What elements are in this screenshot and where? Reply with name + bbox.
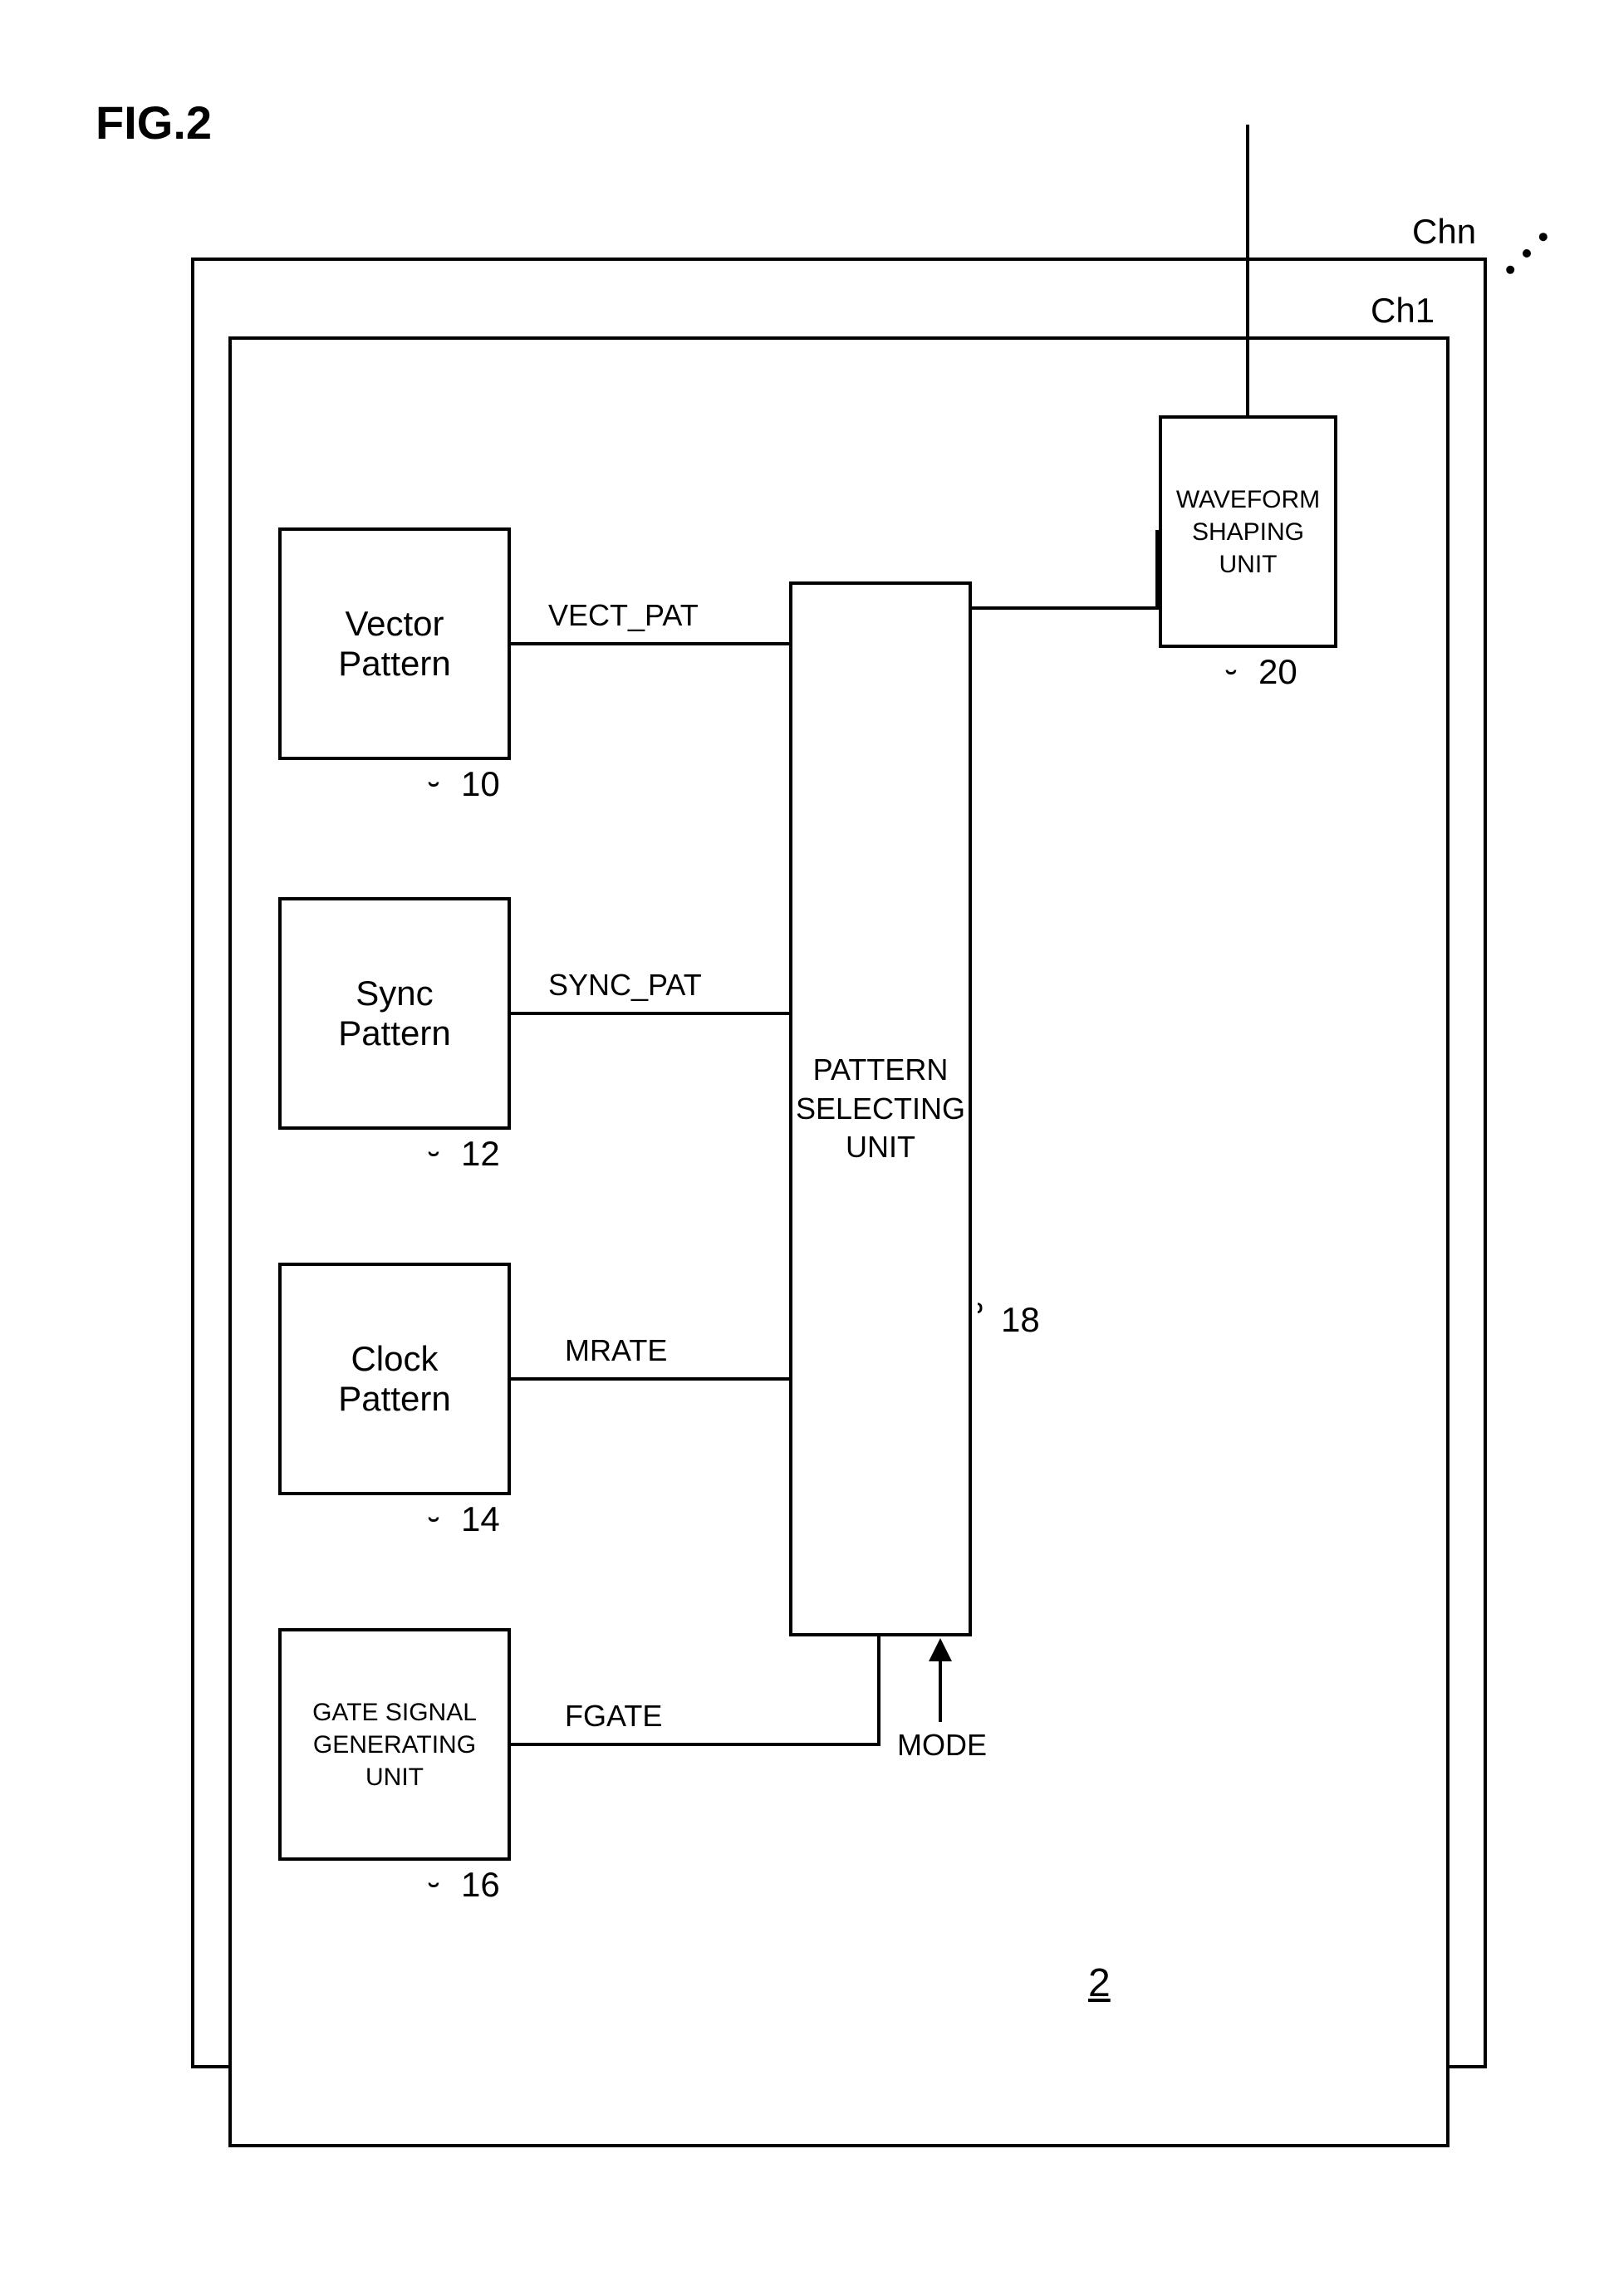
- system-ref: 2: [1088, 1960, 1111, 2006]
- vect-pat-line: [511, 642, 789, 645]
- mode-label: MODE: [897, 1728, 987, 1763]
- vector-pattern-block: Vector Pattern: [278, 527, 511, 760]
- mode-line: [939, 1660, 942, 1722]
- mrate-line: [511, 1377, 789, 1381]
- sync-pattern-ref: 12: [461, 1134, 500, 1174]
- sync-pattern-ref-tilde: ⏑: [428, 1134, 439, 1175]
- sync-pattern-block: Sync Pattern: [278, 897, 511, 1130]
- figure-title: FIG.2: [96, 96, 212, 150]
- sync-pat-label: SYNC_PAT: [548, 968, 702, 1003]
- ws-output-line: [1246, 125, 1249, 415]
- channel-outer-label: Chn: [1412, 212, 1476, 252]
- waveform-shaping-ref-tilde: ⏑: [1225, 652, 1237, 693]
- vector-pattern-label: Vector Pattern: [338, 604, 450, 684]
- pattern-selecting-ref-tilde: ⏑: [960, 1303, 1001, 1314]
- sync-pattern-label: Sync Pattern: [338, 974, 450, 1053]
- clock-pattern-ref: 14: [461, 1499, 500, 1539]
- gate-signal-ref-tilde: ⏑: [428, 1865, 439, 1906]
- vector-pattern-ref: 10: [461, 764, 500, 804]
- clock-pattern-block: Clock Pattern: [278, 1263, 511, 1495]
- waveform-shaping-block: WAVEFORM SHAPING UNIT: [1159, 415, 1337, 648]
- waveform-shaping-label: WAVEFORM SHAPING UNIT: [1176, 483, 1320, 581]
- ps-to-ws-line-v: [1155, 530, 1159, 610]
- fgate-line-h: [511, 1743, 880, 1746]
- pattern-selecting-ref: 18: [1001, 1300, 1040, 1340]
- gate-signal-block: GATE SIGNAL GENERATING UNIT: [278, 1628, 511, 1861]
- gate-signal-label: GATE SIGNAL GENERATING UNIT: [312, 1696, 477, 1793]
- fgate-line-v: [877, 1636, 880, 1746]
- ellipsis-icon: [1504, 231, 1549, 276]
- mode-arrow-icon: [929, 1638, 952, 1661]
- channel-inner-label: Ch1: [1371, 291, 1435, 331]
- waveform-shaping-ref: 20: [1258, 652, 1297, 692]
- clock-pattern-label: Clock Pattern: [338, 1339, 450, 1419]
- vector-pattern-ref-tilde: ⏑: [428, 764, 439, 805]
- ps-to-ws-line: [972, 606, 1159, 610]
- vect-pat-label: VECT_PAT: [548, 598, 699, 633]
- sync-pat-line: [511, 1012, 789, 1015]
- clock-pattern-ref-tilde: ⏑: [428, 1499, 439, 1540]
- pattern-selecting-block: PATTERN SELECTING UNIT: [789, 581, 972, 1636]
- mrate-label: MRATE: [565, 1333, 667, 1368]
- fgate-label: FGATE: [565, 1699, 662, 1734]
- gate-signal-ref: 16: [461, 1865, 500, 1905]
- pattern-selecting-label: PATTERN SELECTING UNIT: [796, 1051, 965, 1167]
